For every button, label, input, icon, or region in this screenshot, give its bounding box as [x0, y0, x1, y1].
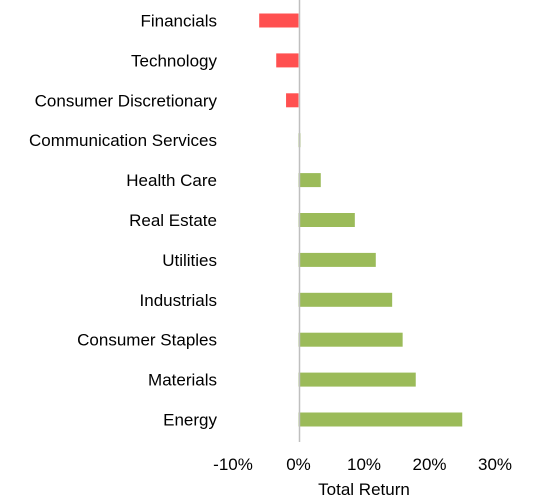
category-label: Financials — [140, 12, 217, 31]
bar-energy — [298, 412, 463, 427]
category-label: Utilities — [162, 251, 217, 270]
bar-materials — [298, 372, 416, 387]
bars-group — [259, 13, 463, 427]
bar-technology — [276, 53, 299, 68]
category-label: Communication Services — [29, 131, 217, 150]
x-tick-label: 20% — [412, 455, 446, 474]
category-label: Consumer Staples — [77, 331, 217, 350]
x-tick-label: 0% — [286, 455, 311, 474]
bar-industrials — [298, 292, 393, 307]
x-tick-labels: -10% 0% 10% 20% 30% — [213, 455, 512, 474]
bar-consumer-staples — [298, 332, 403, 347]
x-tick-label: 10% — [347, 455, 381, 474]
category-label: Health Care — [126, 171, 217, 190]
category-label: Technology — [131, 51, 218, 70]
bar-financials — [259, 13, 299, 28]
category-label: Energy — [163, 411, 217, 430]
x-tick-label: -10% — [213, 455, 253, 474]
bar-health-care — [298, 173, 321, 188]
bar-consumer-discretionary — [286, 93, 299, 108]
category-label: Consumer Discretionary — [35, 91, 218, 110]
x-axis-title: Total Return — [318, 480, 410, 499]
bar-real-estate — [298, 213, 355, 227]
bar-utilities — [298, 252, 376, 267]
category-label: Industrials — [140, 291, 217, 310]
x-tick-label: 30% — [478, 455, 512, 474]
category-label: Materials — [148, 371, 217, 390]
category-labels: Financials Technology Consumer Discretiona… — [29, 12, 218, 430]
category-label: Real Estate — [129, 211, 217, 230]
